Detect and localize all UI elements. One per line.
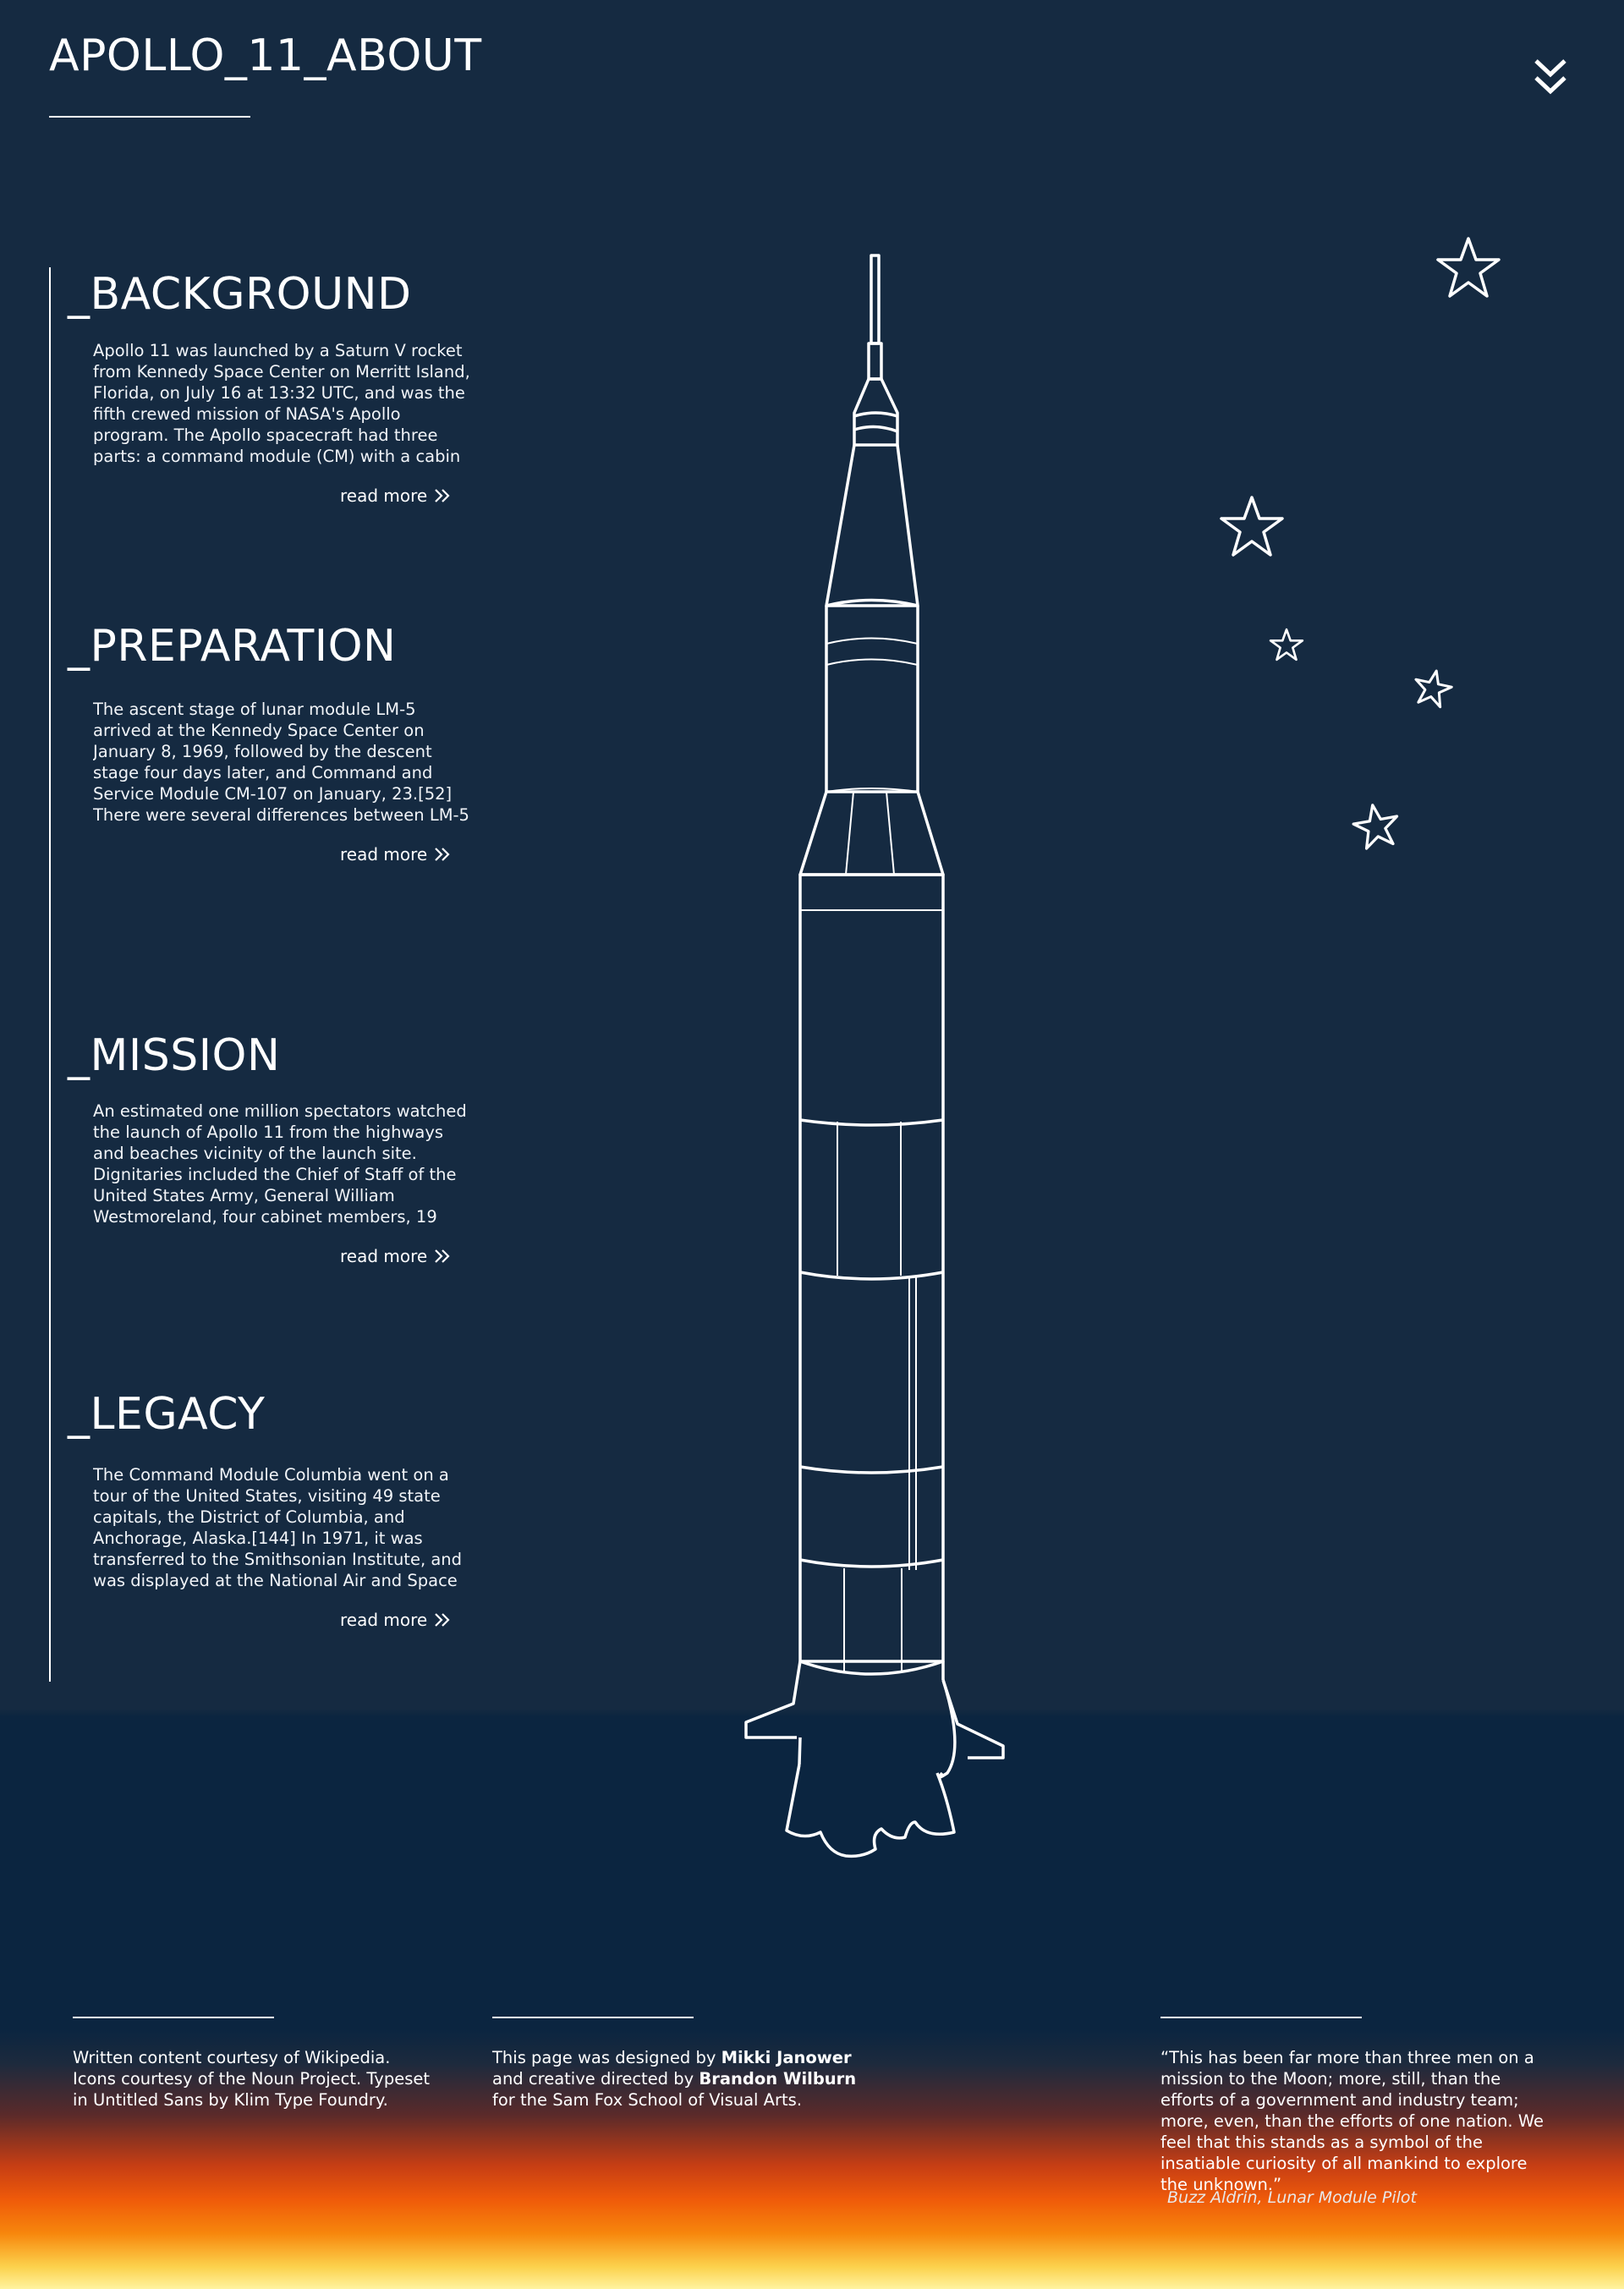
star-icon (1436, 237, 1501, 298)
saturn-v-rocket-icon (744, 254, 1005, 1858)
footer-design-credit: This page was designed by Mikki Janower … (492, 2047, 873, 2111)
read-more-label: read more (340, 1610, 428, 1630)
section-body-mission: An estimated one million spectators watc… (93, 1101, 467, 1227)
section-body-preparation: The ascent stage of lunar module LM-5 ar… (93, 700, 469, 825)
footer-design-rule (492, 2017, 694, 2018)
footer-credits-rule (73, 2017, 274, 2018)
read-more-mission-link[interactable]: read more (340, 1246, 451, 1266)
star-icon (1220, 496, 1284, 557)
director-name: Brandon Wilburn (699, 2069, 857, 2089)
sections-divider (49, 267, 51, 1682)
section-heading-mission: _MISSION (68, 1030, 281, 1081)
read-more-preparation-link[interactable]: read more (340, 844, 451, 865)
read-more-background-link[interactable]: read more (340, 486, 451, 506)
page-title: APOLLO_11_ABOUT (49, 30, 482, 81)
footer-quote: “This has been far more than three men o… (1160, 2048, 1544, 2194)
section-heading-preparation: _PREPARATION (68, 621, 397, 672)
read-more-legacy-link[interactable]: read more (340, 1610, 451, 1630)
star-icon (1414, 669, 1453, 709)
section-body-background: Apollo 11 was launched by a Saturn V roc… (93, 341, 470, 466)
read-more-label: read more (340, 844, 428, 865)
double-chevron-right-icon (435, 1613, 450, 1627)
star-icon (1352, 804, 1399, 850)
design-credit-prefix: This page was designed by (492, 2048, 721, 2067)
section-heading-legacy: _LEGACY (68, 1389, 266, 1440)
star-icon (1269, 628, 1304, 661)
section-body-legacy: The Command Module Columbia went on a to… (93, 1465, 463, 1590)
double-chevron-right-icon (435, 848, 450, 861)
section-heading-background: _BACKGROUND (68, 269, 412, 320)
read-more-label: read more (340, 486, 428, 506)
read-more-label: read more (340, 1246, 428, 1266)
footer-quote-attribution: Buzz Aldrin, Lunar Module Pilot (1167, 2188, 1417, 2207)
designer-name: Mikki Janower (721, 2048, 852, 2067)
design-credit-suffix: for the Sam Fox School of Visual Arts. (492, 2090, 803, 2110)
footer-credits: Written content courtesy of Wikipedia. I… (73, 2048, 431, 2110)
title-underline (49, 116, 250, 118)
double-chevron-right-icon (435, 489, 450, 502)
design-credit-mid: and creative directed by (492, 2069, 700, 2089)
double-chevron-right-icon (435, 1249, 450, 1263)
double-chevron-down-icon (1534, 59, 1566, 95)
scroll-down-button[interactable] (1531, 56, 1570, 98)
footer-quote-rule (1160, 2017, 1362, 2018)
